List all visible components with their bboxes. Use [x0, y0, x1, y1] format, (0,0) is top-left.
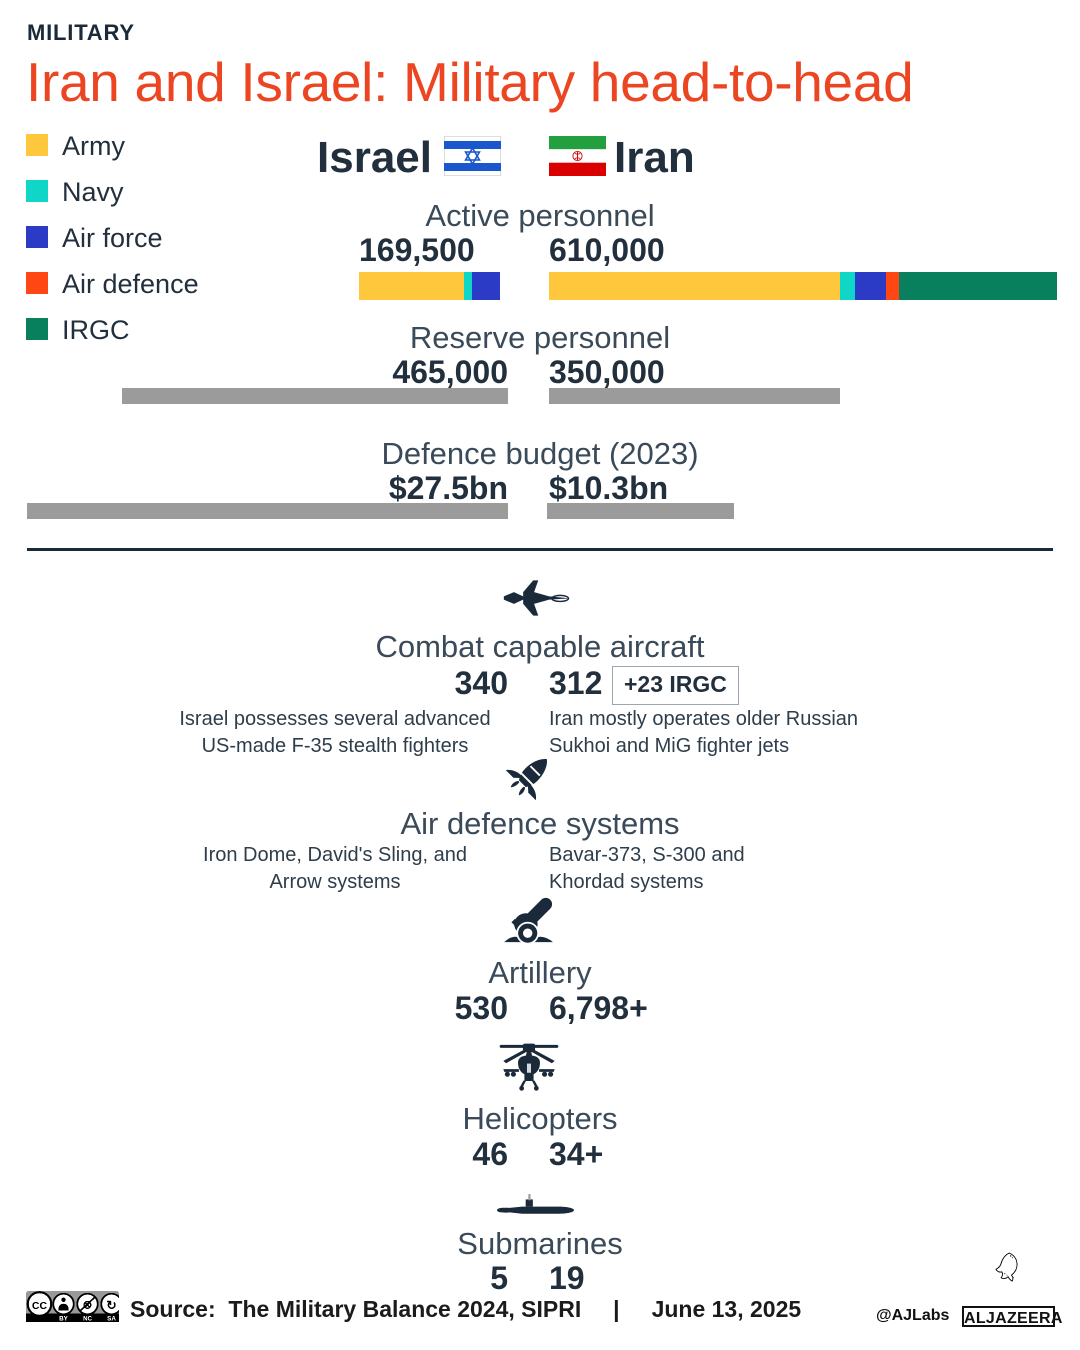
svg-text:SA: SA — [107, 1315, 116, 1322]
svg-text:↻: ↻ — [106, 1298, 116, 1312]
svg-text:BY: BY — [59, 1315, 69, 1322]
svg-text:NC: NC — [83, 1315, 93, 1322]
svg-text:CC: CC — [32, 1300, 48, 1312]
